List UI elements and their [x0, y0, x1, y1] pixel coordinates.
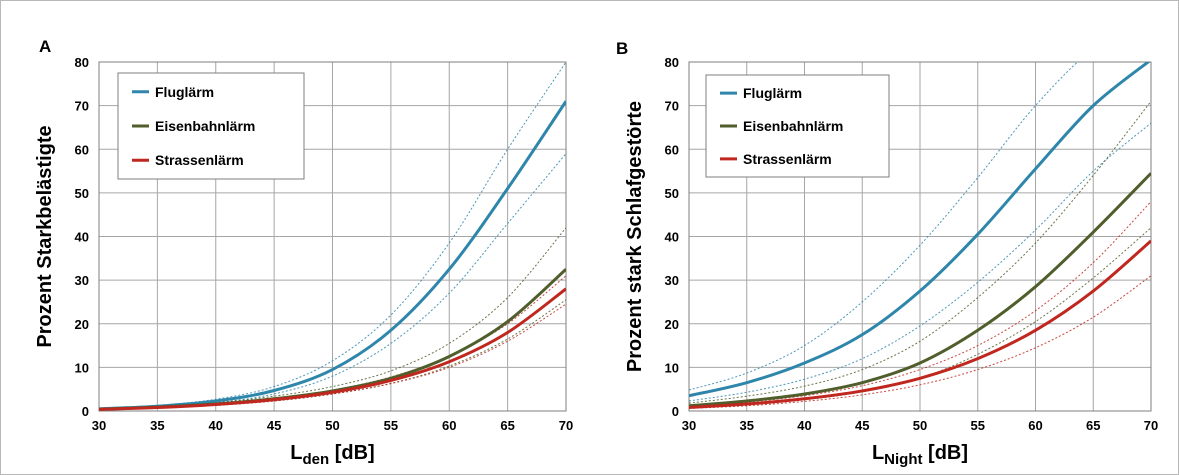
y-tick-label: 10: [665, 360, 679, 375]
y-tick-label: 80: [665, 55, 679, 70]
y-tick-label: 20: [665, 317, 679, 332]
series-upper-line: [99, 62, 566, 409]
series-line: [689, 172, 1151, 408]
series-group: [99, 62, 566, 411]
y-axis-label: Prozent stark Schlafgestörte: [624, 101, 646, 372]
series-lower-line: [689, 275, 1151, 409]
y-tick-label: 20: [75, 317, 89, 332]
x-tick-label: 45: [267, 418, 281, 433]
y-tick-label: 30: [665, 273, 679, 288]
x-axis-label: Lden [dB]: [290, 442, 374, 468]
plot-border: [688, 61, 1152, 412]
x-tick-label: 55: [971, 418, 985, 433]
series-group: [689, 62, 1151, 410]
panel-letter: A: [39, 37, 51, 56]
x-tick-label: 50: [913, 418, 927, 433]
x-tick-label: 55: [384, 418, 398, 433]
legend-label: Eisenbahnlärm: [155, 118, 255, 134]
x-tick-label: 35: [740, 418, 754, 433]
series-upper-line: [689, 100, 1151, 404]
y-tick-label: 10: [75, 360, 89, 375]
series-upper-line: [689, 62, 1079, 391]
series-line: [99, 287, 566, 411]
x-axis-label: LNight [dB]: [872, 442, 968, 468]
x-tick-label: 50: [325, 418, 339, 433]
x-tick-label: 70: [1144, 418, 1158, 433]
y-tick-label: 0: [82, 404, 89, 419]
y-tick-label: 50: [75, 186, 89, 201]
x-tick-label: 30: [682, 418, 696, 433]
y-tick-label: 30: [75, 273, 89, 288]
y-tick-label: 80: [75, 55, 89, 70]
plot-border: [98, 61, 567, 412]
y-tick-label: 60: [665, 142, 679, 157]
x-tick-label: 65: [500, 418, 514, 433]
x-tick-label: 60: [1028, 418, 1042, 433]
chart-panel-b: 30 35 40 45 50 55 60 65 70 0 10 20 30 40 50 60 70 80 B Proz…: [616, 39, 1158, 468]
legend-label: Strassenlärm: [743, 151, 832, 167]
y-tick-label: 50: [665, 186, 679, 201]
x-axis-label-main: L: [290, 442, 302, 464]
legend-label: Eisenbahnlärm: [743, 118, 843, 134]
x-axis-label-unit: [dB]: [329, 442, 375, 464]
x-tick-label: 45: [855, 418, 869, 433]
panel-letter: B: [616, 39, 628, 58]
y-axis-label: Prozent Starkbelästigte: [34, 125, 56, 347]
x-tick-label: 30: [92, 418, 106, 433]
y-tick-label: 60: [75, 142, 89, 157]
y-tick-label: 0: [672, 404, 679, 419]
x-axis-label-sub: den: [303, 451, 330, 468]
y-tick-label: 70: [665, 99, 679, 114]
x-axis-label-sub: Night: [884, 451, 922, 468]
legend-label: Strassenlärm: [155, 152, 244, 168]
series-line: [689, 62, 1151, 398]
chart-panel-a: 30 35 40 45 50 55 60 65 70 0 10 20 30 40 50 60 70 80 A Proz…: [34, 37, 573, 468]
y-tick-label: 40: [665, 230, 679, 245]
x-tick-label: 70: [559, 418, 573, 433]
x-tick-label: 65: [1086, 418, 1100, 433]
y-tick-label: 70: [75, 99, 89, 114]
x-axis-label-main: L: [872, 442, 884, 464]
x-tick-label: 40: [797, 418, 811, 433]
legend: Fluglärm Eisenbahnlärm Strassenlärm: [117, 72, 305, 180]
x-axis-label-unit: [dB]: [923, 442, 969, 464]
y-tick-label: 40: [75, 230, 89, 245]
x-tick-label: 40: [209, 418, 223, 433]
legend-label: Fluglärm: [155, 84, 214, 100]
series-line: [99, 100, 566, 411]
x-tick-label: 35: [150, 418, 164, 433]
series-line: [689, 239, 1151, 410]
legend: Fluglärm Eisenbahnlärm Strassenlärm: [705, 74, 890, 178]
series-lower-line: [689, 122, 1151, 402]
x-tick-label: 60: [442, 418, 456, 433]
legend-label: Fluglärm: [743, 85, 802, 101]
